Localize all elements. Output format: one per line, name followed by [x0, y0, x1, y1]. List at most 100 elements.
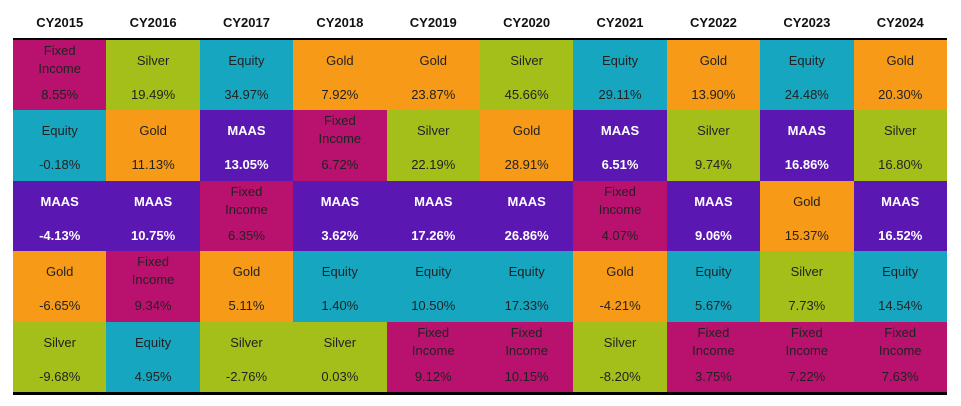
- return-value: 13.90%: [691, 87, 736, 102]
- return-value: -9.68%: [39, 368, 81, 384]
- year-header: CY2016: [129, 14, 177, 30]
- return-value: 15.37%: [784, 227, 829, 243]
- table-row: Equity -0.18% Gold 11.13% MAAS 13.05% Fixed In…: [13, 110, 947, 181]
- return-value: 9.74%: [694, 157, 732, 173]
- return-value: 34.97%: [224, 87, 269, 102]
- year-header: CY2022: [689, 14, 737, 30]
- table-cell: Gold -6.65%: [13, 251, 107, 322]
- asset-label: Gold: [886, 53, 914, 68]
- asset-label: Silver: [883, 123, 917, 139]
- return-value: -4.21%: [599, 298, 641, 314]
- return-value: 17.26%: [411, 227, 456, 243]
- asset-label: Gold: [232, 264, 261, 280]
- asset-label: Gold: [419, 53, 447, 68]
- year-header: CY2015: [36, 14, 84, 30]
- asset-label: MAAS: [787, 123, 826, 139]
- asset-label: Silver: [43, 334, 76, 350]
- table-cell: MAAS 6.51%: [573, 110, 667, 181]
- table-cell: MAAS 13.05%: [199, 110, 294, 181]
- return-value: 7.63%: [881, 368, 919, 384]
- year-header: CY2021: [596, 14, 644, 30]
- table-cell: Equity 34.97%: [199, 40, 294, 111]
- asset-label: Fixed Income: [878, 324, 922, 358]
- asset-label: Silver: [417, 123, 450, 139]
- asset-label: Fixed Income: [598, 183, 642, 217]
- asset-label: Equity: [882, 264, 919, 280]
- return-value: 19.49%: [131, 87, 176, 102]
- table-cell: Gold 13.90%: [666, 40, 761, 111]
- table-cell: Silver -9.68%: [13, 321, 107, 392]
- return-value: 7.92%: [321, 87, 359, 102]
- asset-label: Equity: [695, 264, 732, 280]
- year-header: CY2019: [409, 14, 457, 30]
- asset-label: Fixed Income: [225, 183, 268, 217]
- table-cell: MAAS 10.75%: [106, 180, 200, 252]
- asset-label: Equity: [601, 53, 639, 68]
- table-cell: MAAS 16.52%: [853, 180, 947, 252]
- return-value: 4.95%: [134, 368, 172, 384]
- table-cell: Gold 11.13%: [106, 110, 200, 181]
- returns-table: CY2015 CY2016 CY2017 CY2018 CY2019 CY202…: [13, 6, 947, 395]
- table-cell: Silver 45.66%: [479, 40, 574, 111]
- return-value: 24.48%: [784, 87, 829, 102]
- table-cell: Fixed Income 9.12%: [386, 321, 480, 392]
- asset-label: Equity: [788, 53, 825, 68]
- asset-label: MAAS: [414, 193, 453, 209]
- table-cell: Gold 20.30%: [853, 40, 947, 111]
- table-cell: Equity 10.50%: [386, 251, 480, 322]
- table-cell: Gold 28.91%: [479, 110, 574, 181]
- return-value: 6.72%: [321, 157, 359, 173]
- asset-label: MAAS: [694, 193, 733, 209]
- return-value: 5.67%: [694, 298, 732, 314]
- return-value: 28.91%: [504, 157, 549, 173]
- table-cell: Equity 17.33%: [479, 251, 574, 322]
- asset-label: Equity: [415, 264, 452, 280]
- return-value: 3.62%: [321, 227, 359, 243]
- asset-label: Fixed Income: [692, 324, 735, 358]
- asset-label: Silver: [230, 334, 263, 350]
- asset-label: Equity: [321, 264, 358, 280]
- table-cell: Gold 15.37%: [760, 180, 854, 252]
- table-cell: Equity 29.11%: [573, 40, 667, 111]
- table-cell: Gold -4.21%: [573, 251, 667, 322]
- header-rule: [13, 38, 947, 40]
- table-cell: Fixed Income 8.55%: [13, 40, 107, 111]
- return-value: 7.22%: [788, 368, 826, 384]
- table-cell: Silver -2.76%: [199, 321, 294, 392]
- table-cell: Equity -0.18%: [13, 110, 107, 181]
- asset-label: Silver: [323, 334, 357, 350]
- return-value: 1.40%: [321, 298, 359, 314]
- table-cell: MAAS 16.86%: [760, 110, 854, 181]
- table-cell: Fixed Income 7.63%: [853, 321, 947, 392]
- table-cell: MAAS 26.86%: [479, 180, 574, 252]
- asset-label: Gold: [699, 53, 728, 68]
- table-cell: Fixed Income 7.22%: [760, 321, 854, 392]
- return-value: 7.73%: [788, 298, 826, 314]
- return-value: 6.35%: [228, 227, 265, 243]
- return-value: 17.33%: [504, 298, 549, 314]
- asset-label: MAAS: [227, 123, 266, 139]
- table-cell: Fixed Income 6.35%: [199, 180, 294, 252]
- year-header: CY2024: [876, 14, 924, 30]
- table-row: Gold -6.65% Fixed Income 9.34% Gold 5.11% Equi…: [13, 251, 947, 322]
- table-cell: MAAS -4.13%: [13, 180, 107, 252]
- header-row: CY2015 CY2016 CY2017 CY2018 CY2019 CY202…: [13, 6, 947, 38]
- asset-label: MAAS: [881, 193, 920, 209]
- asset-label: Fixed Income: [411, 324, 455, 358]
- asset-label: Fixed Income: [38, 43, 81, 76]
- return-value: 9.06%: [694, 227, 732, 243]
- asset-label: Fixed Income: [131, 254, 175, 288]
- return-value: 5.11%: [228, 298, 265, 314]
- table-cell: Fixed Income 3.75%: [666, 321, 761, 392]
- asset-label: Gold: [793, 193, 821, 209]
- asset-label: Equity: [41, 123, 78, 139]
- table-cell: Silver 0.03%: [293, 321, 387, 392]
- table-cell: Gold 23.87%: [386, 40, 480, 111]
- table-body: Fixed Income 8.55% Silver 19.49% Equity 34.97…: [13, 40, 947, 392]
- year-header: CY2017: [222, 14, 270, 30]
- asset-label: Gold: [606, 264, 634, 280]
- asset-label: Fixed Income: [785, 324, 829, 358]
- year-header: CY2023: [783, 14, 831, 30]
- asset-label: Equity: [228, 53, 265, 68]
- table-cell: Fixed Income 4.07%: [573, 180, 667, 252]
